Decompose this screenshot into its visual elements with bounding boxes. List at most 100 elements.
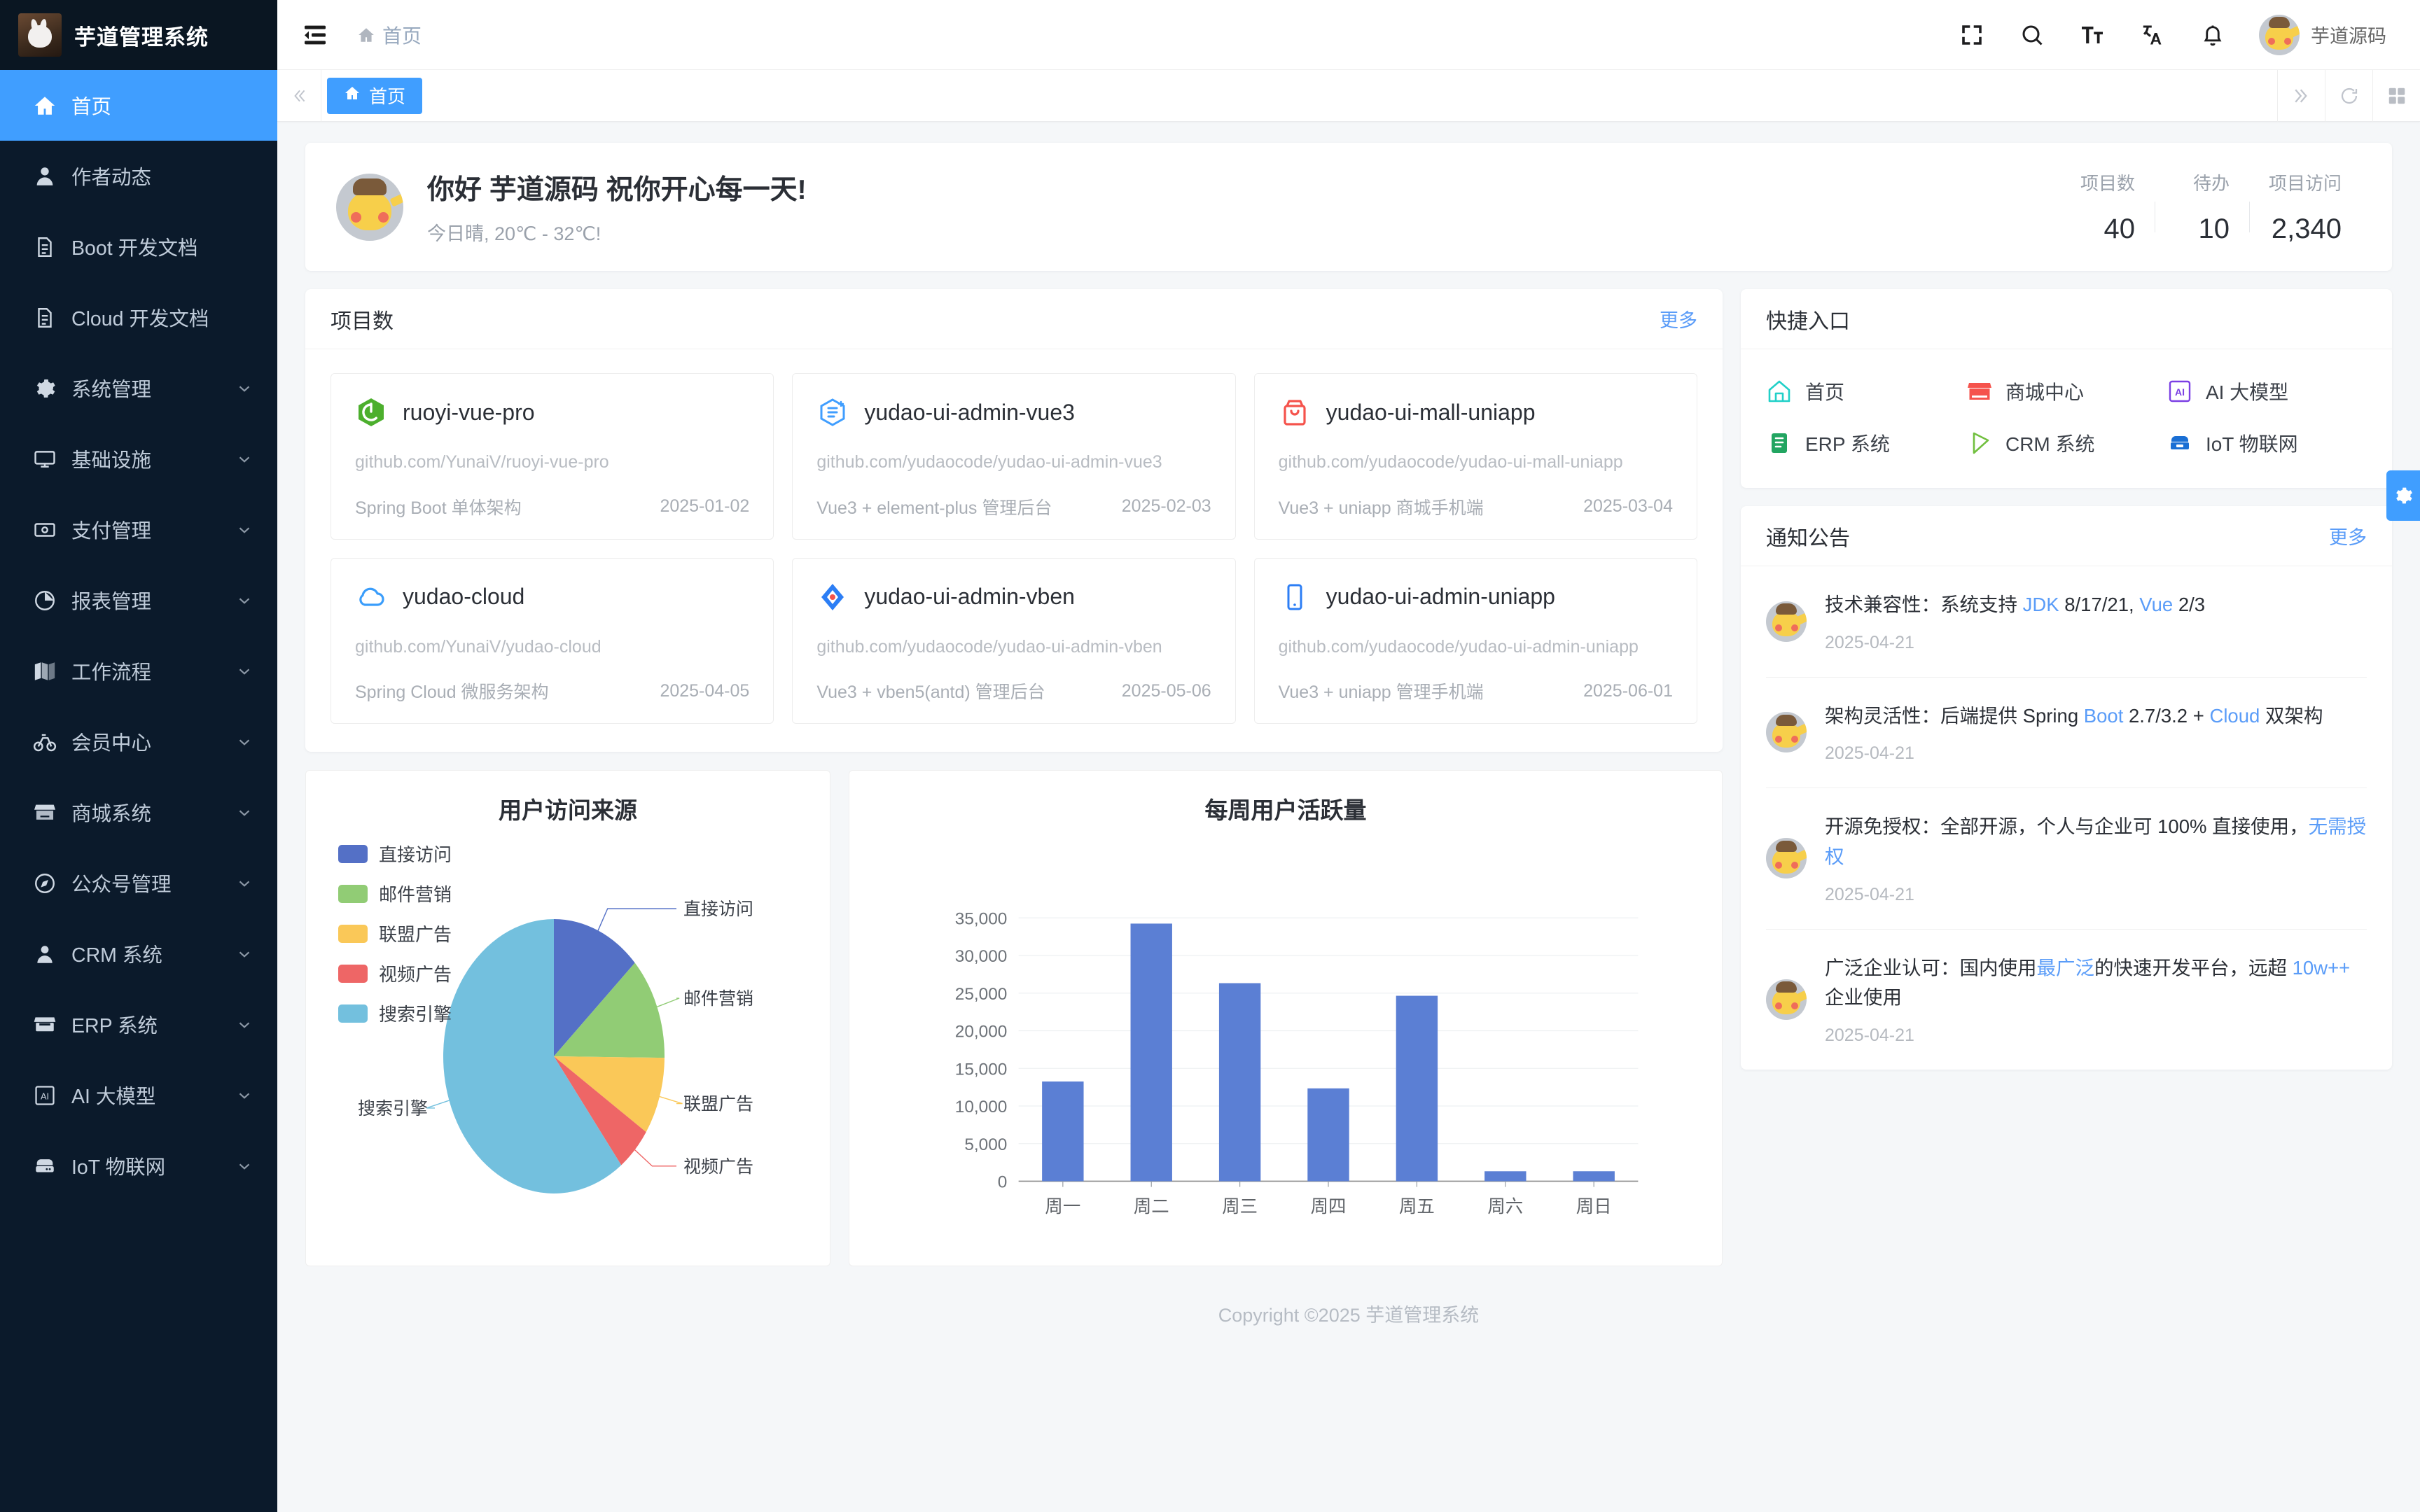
quick-entry-item[interactable]: 首页 xyxy=(1766,377,1966,405)
bar[interactable] xyxy=(1307,1088,1349,1182)
sidebar-item-7[interactable]: 报表管理 xyxy=(0,565,277,636)
chevron-right-double-icon[interactable] xyxy=(2277,69,2325,122)
project-card[interactable]: ruoyi-vue-pro github.com/YunaiV/ruoyi-vue… xyxy=(331,373,774,540)
project-desc: Spring Cloud 微服务架构 xyxy=(355,682,549,702)
shop-red-icon xyxy=(1966,378,1993,405)
bar[interactable] xyxy=(1218,983,1261,1182)
phone-icon xyxy=(1279,581,1311,613)
project-card[interactable]: yudao-ui-admin-uniapp github.com/yudaocod… xyxy=(1253,557,1697,724)
sidebar-item-12[interactable]: CRM 系统 xyxy=(0,918,277,989)
quick-entry-item[interactable]: 商城中心 xyxy=(1966,377,2167,405)
project-url: github.com/YunaiV/yudao-cloud xyxy=(355,636,601,657)
pie-slice[interactable] xyxy=(554,1056,646,1166)
compass-icon xyxy=(32,871,57,896)
quick-entry-item[interactable]: CRM 系统 xyxy=(1966,429,2167,457)
sidebar-item-14[interactable]: AI AI 大模型 xyxy=(0,1060,277,1130)
sidebar-item-15[interactable]: IoT 物联网 xyxy=(0,1130,277,1201)
y-axis-tick-label: 5,000 xyxy=(964,1135,1007,1154)
pie-slice[interactable] xyxy=(554,919,635,1056)
pie-legend-item[interactable]: 联盟广告 xyxy=(338,920,452,946)
pie-legend-item[interactable]: 邮件营销 xyxy=(338,881,452,906)
pie-legend-item[interactable]: 视频广告 xyxy=(338,960,452,986)
menu-fold-icon[interactable] xyxy=(301,21,329,49)
notices-more-link[interactable]: 更多 xyxy=(2329,527,2367,548)
sidebar-item-1[interactable]: 作者动态 xyxy=(0,141,277,211)
font-size-icon[interactable] xyxy=(2078,21,2106,49)
sidebar-item-5[interactable]: 基础设施 xyxy=(0,424,277,494)
sidebar-item-label: 首页 xyxy=(71,96,112,118)
erp-green-icon xyxy=(1766,430,1793,456)
welcome-stat-value: 2,340 xyxy=(2271,213,2342,244)
pie-legend-item[interactable]: 搜索引擎 xyxy=(338,1000,452,1026)
notice-text: 广泛企业认可：国内使用最广泛的快速开发平台，远超 10w++ 企业使用 xyxy=(1825,956,2351,1009)
quick-entry-item[interactable]: ERP 系统 xyxy=(1766,429,1966,457)
project-url: github.com/YunaiV/ruoyi-vue-pro xyxy=(355,452,609,472)
quick-entry-item[interactable]: IoT 物联网 xyxy=(2167,429,2367,457)
pie-slice[interactable] xyxy=(443,919,622,1194)
chevron-down-icon xyxy=(235,1157,253,1175)
quick-entry-item[interactable]: AI AI 大模型 xyxy=(2167,377,2367,405)
fullscreen-icon[interactable] xyxy=(1958,21,1986,49)
bell-icon[interactable] xyxy=(2199,21,2227,49)
sidebar-item-label: 作者动态 xyxy=(71,167,152,189)
bar[interactable] xyxy=(1396,995,1438,1182)
notice-item[interactable]: 架构灵活性：后端提供 Spring Boot 2.7/3.2 + Cloud 双… xyxy=(1766,678,2367,789)
grid-icon[interactable] xyxy=(2372,69,2420,122)
crm-green-icon xyxy=(1966,430,1993,456)
sidebar-item-10[interactable]: 商城系统 xyxy=(0,777,277,848)
sidebar-item-label: AI 大模型 xyxy=(71,1086,156,1108)
bar[interactable] xyxy=(1130,923,1172,1182)
tags-bar: 首页 xyxy=(277,69,2420,122)
sidebar-item-label: ERP 系统 xyxy=(71,1015,158,1037)
user-menu[interactable]: 芋道源码 xyxy=(2259,14,2386,55)
chevron-left-double-icon[interactable] xyxy=(277,70,321,122)
y-axis-tick-label: 15,000 xyxy=(955,1060,1008,1079)
quick-entry-label: ERP 系统 xyxy=(1805,433,1890,455)
sidebar-item-0[interactable]: 首页 xyxy=(0,70,277,141)
sidebar-item-11[interactable]: 公众号管理 xyxy=(0,848,277,918)
pikachu-avatar-icon xyxy=(1766,838,1807,879)
sidebar-item-13[interactable]: ERP 系统 xyxy=(0,989,277,1060)
brand[interactable]: 芋道管理系统 xyxy=(0,0,277,70)
bar-chart-svg[interactable]: 0 5,000 10,000 15,000 20,000 25,000 30,000 35,0… xyxy=(863,825,1708,1245)
sidebar-item-9[interactable]: 会员中心 xyxy=(0,706,277,777)
quick-entry-label: AI 大模型 xyxy=(2205,382,2289,403)
breadcrumb[interactable]: 首页 xyxy=(357,21,422,49)
pie-slice[interactable] xyxy=(554,962,665,1058)
search-icon[interactable] xyxy=(2018,21,2046,49)
project-card[interactable]: yudao-ui-mall-uniapp github.com/yudaocode… xyxy=(1253,373,1697,540)
project-card[interactable]: yudao-cloud github.com/YunaiV/yudao-cloud… xyxy=(331,557,774,724)
page-content: 你好 芋道源码 祝你开心每一天! 今日晴, 20℃ - 32℃! 项目数 40 待办… xyxy=(277,122,2420,1512)
iot-blue-icon xyxy=(2167,430,2193,456)
notice-item[interactable]: 技术兼容性：系统支持 JDK 8/17/21, Vue 2/3 2025-04-2… xyxy=(1766,566,2367,678)
notice-item[interactable]: 开源免授权：全部开源，个人与企业可 100% 直接使用，无需授权 2025-04-… xyxy=(1766,788,2367,930)
bar[interactable] xyxy=(1573,1171,1615,1182)
sidebar-item-6[interactable]: 支付管理 xyxy=(0,494,277,565)
sidebar-item-3[interactable]: Cloud 开发文档 xyxy=(0,282,277,353)
translate-icon[interactable] xyxy=(2139,21,2167,49)
money-icon xyxy=(32,517,57,542)
bar[interactable] xyxy=(1042,1081,1084,1182)
sidebar-item-2[interactable]: Boot 开发文档 xyxy=(0,211,277,282)
sidebar-item-label: 基础设施 xyxy=(71,449,152,472)
refresh-icon[interactable] xyxy=(2325,69,2372,122)
tab-0[interactable]: 首页 xyxy=(327,77,423,114)
project-card[interactable]: yudao-ui-admin-vben github.com/yudaocode/… xyxy=(792,557,1236,724)
welcome-avatar xyxy=(336,173,403,241)
x-axis-tick-label: 周六 xyxy=(1487,1197,1523,1217)
tags-list: 首页 xyxy=(321,69,2277,122)
sidebar-item-8[interactable]: 工作流程 xyxy=(0,636,277,706)
pie-leader-line xyxy=(657,997,680,1007)
bar[interactable] xyxy=(1484,1171,1527,1182)
home-outline-icon xyxy=(1766,378,1793,405)
pie-slice[interactable] xyxy=(554,1056,665,1133)
projects-more-link[interactable]: 更多 xyxy=(1660,310,1697,331)
notice-item[interactable]: 广泛企业认可：国内使用最广泛的快速开发平台，远超 10w++ 企业使用 2025-… xyxy=(1766,930,2367,1070)
project-card[interactable]: yudao-ui-admin-vue3 github.com/yudaocode/… xyxy=(792,373,1236,540)
settings-drawer-toggle[interactable] xyxy=(2386,470,2420,521)
sidebar-item-4[interactable]: 系统管理 xyxy=(0,353,277,424)
pie-legend-item[interactable]: 直接访问 xyxy=(338,841,452,867)
home-icon xyxy=(32,93,57,118)
chevron-down-icon xyxy=(235,379,253,398)
